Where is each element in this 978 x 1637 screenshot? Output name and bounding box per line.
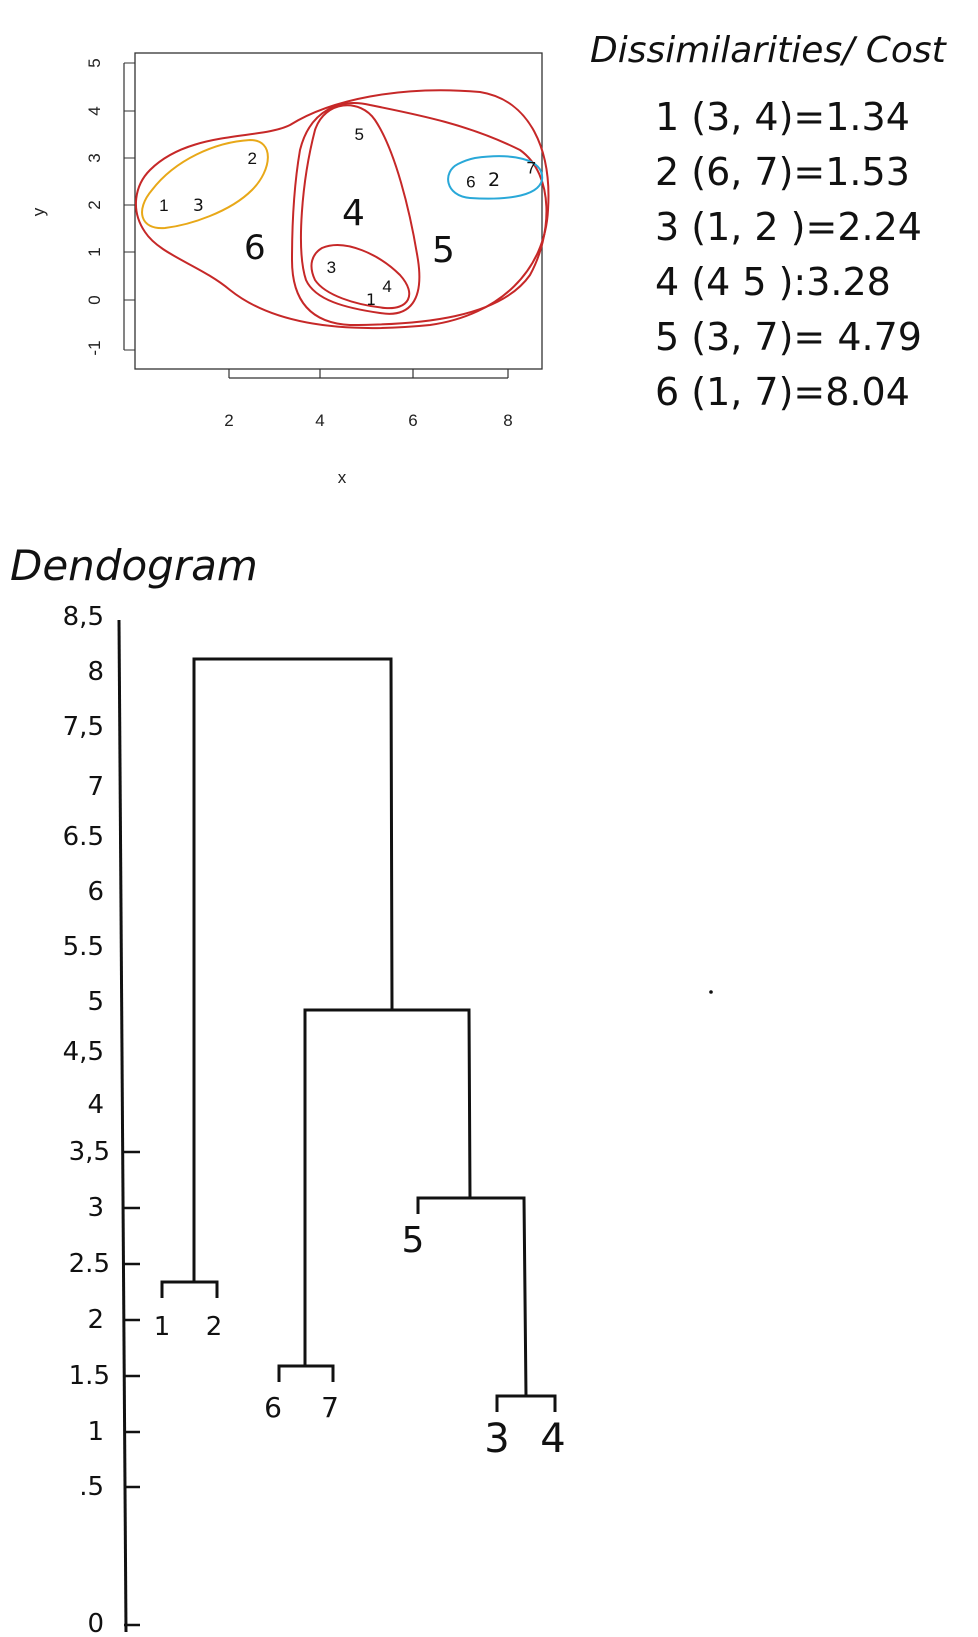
cluster-outline-5: [290, 102, 548, 327]
scatter-point-label: 6: [466, 173, 475, 192]
y-tick-label: 1: [85, 247, 104, 256]
merge-link-3-4: [495, 1394, 557, 1412]
cluster-outline-3: [141, 138, 269, 230]
dendrogram: Dendogram 8,5 8 7,5 7 6.5 6 5.5 5 4,5 4 …: [10, 541, 566, 1637]
merge-link-67-534: [303, 1008, 472, 1366]
cluster-number: 5: [432, 230, 455, 271]
dissimilarity-row: 5 (3, 7)= 4.79: [655, 315, 922, 359]
dissimilarity-row: 4 (4 5 ):3.28: [655, 260, 891, 304]
dissimilarities-title: Dissimilarities/ Cost: [590, 30, 948, 71]
dissimilarity-row: 2 (6, 7)=1.53: [655, 150, 910, 194]
dissimilarities-panel: Dissimilarities/ Cost 1 (3, 4)=1.34 2 (6…: [590, 30, 948, 414]
dendrogram-links: [160, 657, 557, 1412]
cluster-number: 1: [366, 290, 376, 309]
dendrogram-y-tick-label: 1: [87, 1417, 104, 1447]
scatter-point-label: 7: [527, 158, 536, 177]
merge-link-12-rest: [192, 657, 394, 1282]
dendrogram-y-tick-label: 1.5: [69, 1361, 110, 1391]
merge-link-6-7: [277, 1364, 335, 1382]
leaf-label: 3: [484, 1416, 509, 1462]
y-tick-label: -1: [85, 340, 104, 355]
cluster-outline-2: [447, 155, 544, 200]
dendrogram-y-tick-label: 2.5: [69, 1249, 110, 1279]
x-tick-label: 4: [315, 411, 324, 430]
y-tick-label: 5: [85, 58, 104, 67]
dendrogram-y-tick-label: .5: [79, 1472, 104, 1502]
dendrogram-y-tick-label: 8: [87, 657, 104, 687]
dendrogram-leaves: 1 2 6 7 5 3 4: [154, 1220, 566, 1462]
plot-frame: [134, 52, 543, 370]
dissimilarity-row: 1 (3, 4)=1.34: [655, 95, 910, 139]
cluster-number: 2: [488, 169, 500, 191]
merge-link-1-2: [160, 1280, 219, 1298]
dendrogram-y-tick-label: 5.5: [63, 932, 104, 962]
dendrogram-y-tick-label: 6: [87, 877, 104, 907]
dendrogram-y-tick-label: 6.5: [63, 822, 104, 852]
cluster-number: 3: [193, 196, 204, 216]
y-axis: -1 0 1 2 3 4 5 y: [29, 58, 135, 356]
dendrogram-y-tick-label: 3,5: [69, 1137, 110, 1167]
y-tick-label: 3: [85, 153, 104, 162]
scatter-point-label: 1: [159, 196, 168, 215]
dendrogram-y-tick-label: 5: [87, 987, 104, 1017]
dendrogram-y-tick-label: 4,5: [63, 1037, 104, 1067]
dendrogram-y-tick-label: 7: [87, 772, 104, 802]
dendrogram-title: Dendogram: [10, 541, 258, 590]
scatter-point-label: 2: [248, 149, 257, 168]
y-tick-label: 4: [85, 106, 104, 115]
dendrogram-y-tick-label: 2: [87, 1305, 104, 1335]
dissimilarity-row: 6 (1, 7)=8.04: [655, 370, 910, 414]
scatter-point-label: 4: [382, 277, 391, 296]
leaf-label: 6: [264, 1391, 282, 1424]
scatter-plot: 2 4 6 8 x -1 0 1 2 3 4 5 y: [29, 52, 550, 487]
dendrogram-y-tick-label: 0: [87, 1609, 104, 1637]
scatter-point-label: 3: [327, 258, 336, 277]
leaf-label: 2: [206, 1312, 223, 1342]
cluster-outlines: [134, 89, 550, 330]
y-tick-label: 2: [85, 200, 104, 209]
scatter-point-label: 5: [354, 125, 363, 144]
leaf-label: 7: [321, 1391, 339, 1424]
dissimilarity-row: 3 (1, 2 )=2.24: [655, 205, 922, 249]
dendrogram-ticks: [124, 1150, 140, 1627]
x-tick-label: 8: [503, 411, 512, 430]
dendrogram-y-labels: 8,5 8 7,5 7 6.5 6 5.5 5 4,5 4 3,5 3 2.5 …: [63, 602, 110, 1637]
x-axis-label: x: [338, 468, 347, 487]
leaf-label: 1: [154, 1312, 171, 1342]
dendrogram-y-tick-label: 3: [87, 1193, 104, 1223]
cluster-number: 6: [244, 228, 266, 268]
cluster-labels: 1 2 3 4 5 6: [193, 169, 500, 309]
cluster-outline-1: [310, 244, 411, 310]
x-axis: 2 4 6 8 x: [224, 369, 513, 487]
scatter-points: 1 2 3 4 5 6 7: [159, 125, 536, 296]
leaf-label: 5: [402, 1220, 425, 1261]
cluster-outline-6: [134, 89, 550, 330]
y-axis-label: y: [29, 207, 48, 216]
y-tick-label: 0: [85, 295, 104, 304]
cluster-number: 4: [342, 193, 365, 234]
dendrogram-y-tick-label: 7,5: [63, 712, 104, 742]
leaf-label: 4: [540, 1416, 565, 1462]
dendrogram-axis: [117, 619, 128, 1633]
x-tick-label: 2: [224, 411, 233, 430]
stray-dot: [709, 990, 713, 994]
merge-link-5-34: [416, 1196, 528, 1397]
dendrogram-y-tick-label: 4: [87, 1090, 104, 1120]
dendrogram-y-tick-label: 8,5: [63, 602, 104, 632]
x-tick-label: 6: [408, 411, 417, 430]
cluster-outline-4: [300, 104, 421, 315]
